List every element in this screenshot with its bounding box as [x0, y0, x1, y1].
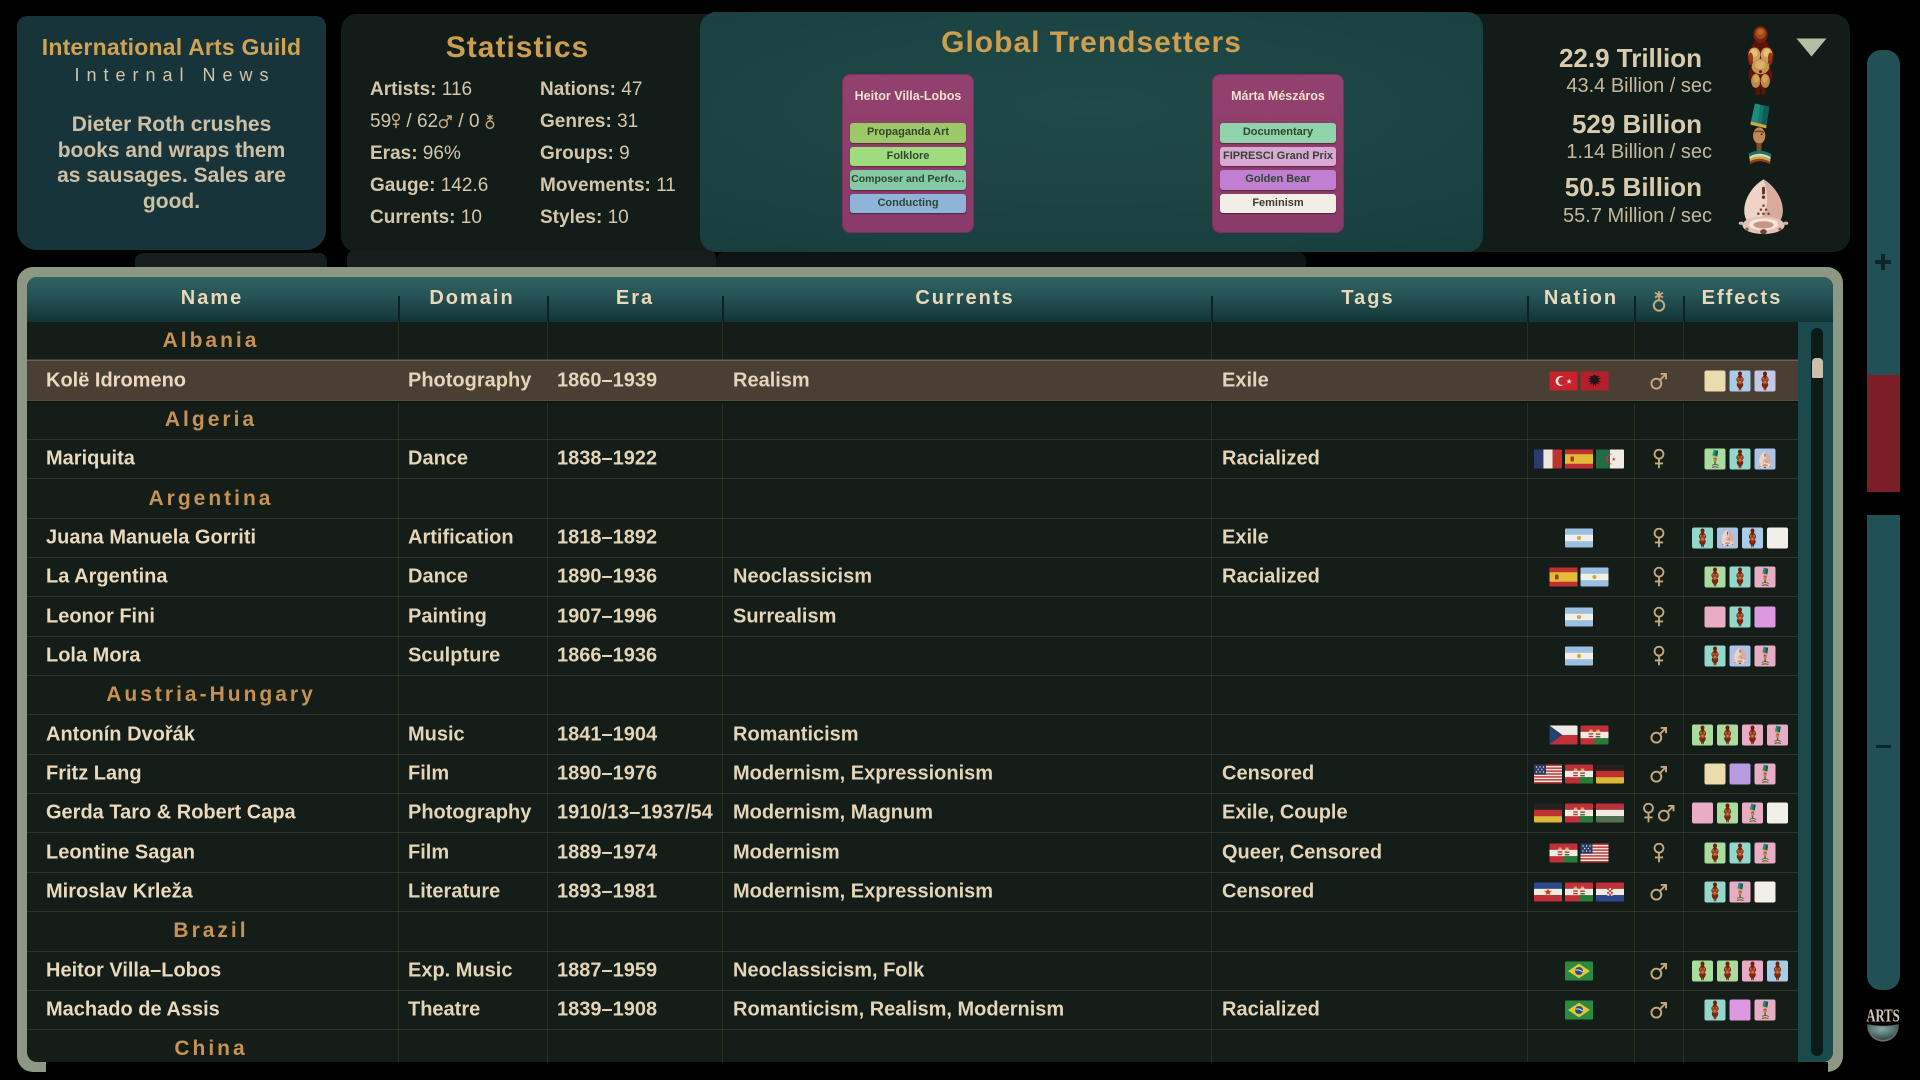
svg-text:ARTS: ARTS	[1866, 1006, 1899, 1026]
